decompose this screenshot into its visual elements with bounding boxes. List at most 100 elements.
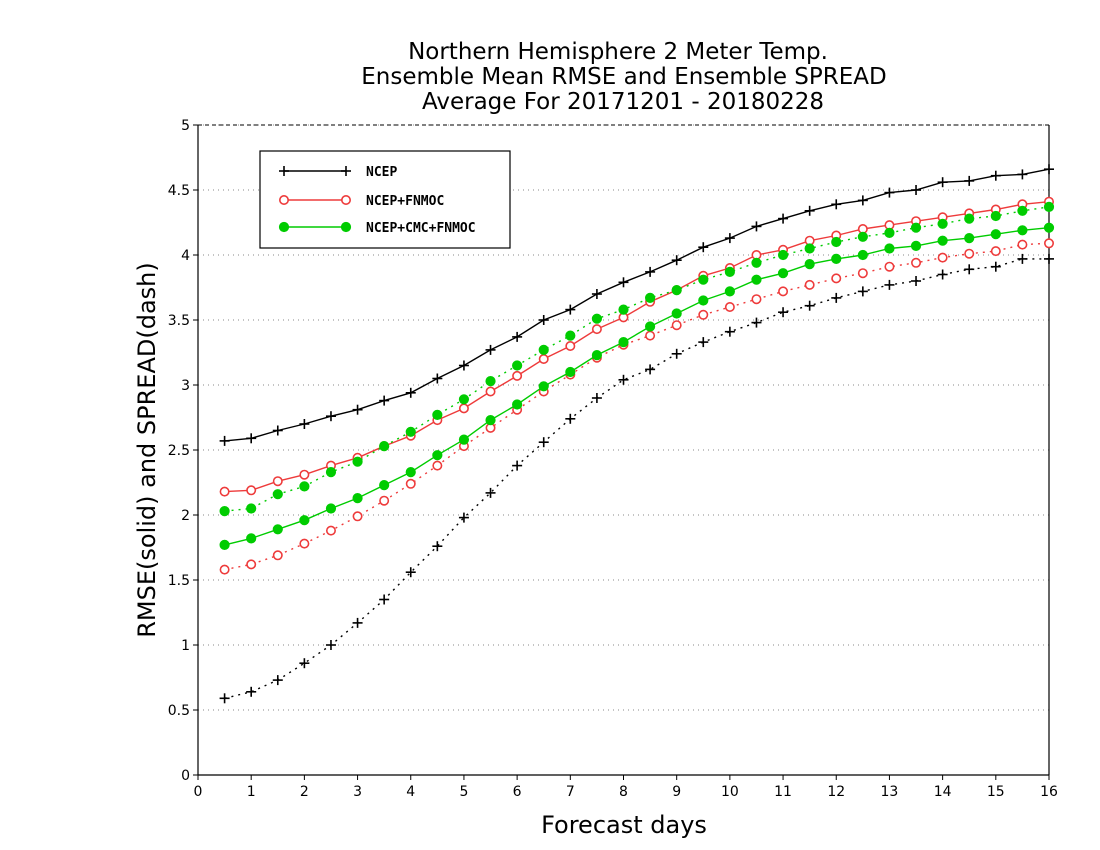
y-tick-label-0: 0 bbox=[181, 768, 190, 784]
series-ncep-cmc-fnmoc-spread-line bbox=[224, 206, 1050, 512]
point-ncep-fnmoc-spread-28 bbox=[964, 248, 975, 259]
point-ncep-cmc-fnmoc-spread-29 bbox=[990, 210, 1001, 222]
point-ncep-rmse-28 bbox=[964, 175, 975, 186]
point-ncep-cmc-fnmoc-spread-2 bbox=[272, 489, 283, 500]
point-ncep-rmse-21 bbox=[778, 213, 789, 224]
point-ncep-rmse-7 bbox=[405, 387, 416, 398]
point-ncep-fnmoc-spread-18 bbox=[698, 309, 709, 320]
point-ncep-fnmoc-spread-30 bbox=[1017, 239, 1028, 250]
point-ncep-cmc-fnmoc-spread-21 bbox=[777, 249, 789, 261]
x-tick-label-4: 4 bbox=[406, 784, 415, 800]
point-ncep-cmc-fnmoc-spread-14 bbox=[591, 313, 603, 324]
series-ncep-fnmoc-spread-line bbox=[224, 242, 1050, 571]
x-tick-label-16: 16 bbox=[1040, 784, 1058, 800]
x-tick-label-15: 15 bbox=[987, 784, 1005, 800]
point-ncep-rmse-2 bbox=[272, 425, 283, 436]
x-tick-label-7: 7 bbox=[566, 784, 575, 800]
point-ncep-cmc-fnmoc-rmse-2 bbox=[272, 524, 283, 535]
point-ncep-cmc-fnmoc-spread-3 bbox=[299, 481, 310, 492]
point-ncep-rmse-14 bbox=[591, 289, 602, 299]
point-ncep-cmc-fnmoc-rmse-3 bbox=[299, 515, 310, 526]
point-ncep-fnmoc-spread-3 bbox=[299, 538, 310, 549]
point-ncep-cmc-fnmoc-spread-19 bbox=[724, 266, 735, 277]
point-ncep-cmc-fnmoc-rmse-20 bbox=[751, 274, 762, 285]
point-ncep-fnmoc-spread-29 bbox=[990, 246, 1001, 257]
x-tick-label-10: 10 bbox=[721, 784, 739, 800]
point-ncep-cmc-fnmoc-spread-20 bbox=[751, 257, 762, 268]
point-ncep-spread-31 bbox=[1044, 253, 1054, 264]
point-ncep-rmse-23 bbox=[831, 199, 842, 210]
point-ncep-cmc-fnmoc-spread-16 bbox=[644, 292, 656, 303]
point-ncep-spread-3 bbox=[299, 658, 310, 669]
point-ncep-fnmoc-spread-23 bbox=[831, 273, 842, 284]
point-ncep-rmse-17 bbox=[671, 255, 682, 266]
point-ncep-cmc-fnmoc-rmse-29 bbox=[990, 229, 1001, 240]
series-ncep-cmc-fnmoc-rmse-line bbox=[224, 227, 1050, 546]
point-ncep-fnmoc-spread-16 bbox=[645, 330, 656, 341]
point-ncep-fnmoc-rmse-10 bbox=[485, 386, 496, 397]
point-ncep-spread-27 bbox=[937, 269, 948, 280]
point-ncep-cmc-fnmoc-spread-23 bbox=[831, 236, 842, 248]
point-ncep-rmse-1 bbox=[246, 433, 257, 444]
point-ncep-rmse-4 bbox=[325, 411, 336, 422]
point-ncep-cmc-fnmoc-rmse-15 bbox=[618, 337, 629, 348]
point-ncep-fnmoc-spread-7 bbox=[405, 478, 416, 489]
y-tick-label-2.5: 2.5 bbox=[168, 443, 190, 459]
tick-labels: 00.511.522.533.544.550 1 2 3 4 5 6 7 8 9 10 11 12 13 1… bbox=[168, 118, 1058, 800]
point-ncep-rmse-30 bbox=[1017, 169, 1028, 180]
point-ncep-cmc-fnmoc-rmse-16 bbox=[644, 321, 656, 332]
legend-label-ncep-fnmoc: NCEP+FNMOC bbox=[366, 194, 444, 209]
point-ncep-cmc-fnmoc-rmse-4 bbox=[325, 503, 337, 514]
point-ncep-fnmoc-spread-19 bbox=[724, 301, 735, 312]
point-ncep-spread-21 bbox=[778, 307, 789, 318]
legend-marker-right-ncep-cmc-fnmoc bbox=[340, 221, 352, 233]
point-ncep-spread-25 bbox=[884, 279, 895, 290]
x-tick-label-14: 14 bbox=[934, 784, 952, 800]
point-ncep-cmc-fnmoc-spread-9 bbox=[458, 394, 470, 405]
point-ncep-fnmoc-spread-20 bbox=[751, 294, 762, 305]
point-ncep-cmc-fnmoc-rmse-12 bbox=[538, 381, 549, 392]
point-ncep-cmc-fnmoc-spread-4 bbox=[325, 467, 337, 478]
point-ncep-fnmoc-rmse-14 bbox=[591, 324, 602, 335]
point-ncep-cmc-fnmoc-rmse-1 bbox=[246, 533, 257, 544]
point-ncep-cmc-fnmoc-spread-13 bbox=[565, 330, 576, 341]
y-tick-label-2: 2 bbox=[181, 508, 190, 524]
point-ncep-cmc-fnmoc-spread-8 bbox=[432, 409, 443, 420]
legend-label-ncep: NCEP bbox=[366, 165, 397, 180]
point-ncep-spread-5 bbox=[352, 617, 363, 628]
x-tick-label-9: 9 bbox=[672, 784, 681, 800]
point-ncep-cmc-fnmoc-rmse-0 bbox=[219, 539, 230, 551]
point-ncep-cmc-fnmoc-spread-7 bbox=[405, 426, 416, 437]
point-ncep-rmse-11 bbox=[512, 331, 523, 342]
point-ncep-fnmoc-rmse-0 bbox=[219, 486, 230, 497]
point-ncep-spread-1 bbox=[246, 686, 257, 697]
point-ncep-spread-15 bbox=[618, 374, 629, 385]
point-ncep-cmc-fnmoc-rmse-19 bbox=[724, 286, 735, 297]
point-ncep-rmse-26 bbox=[911, 185, 922, 195]
point-ncep-spread-29 bbox=[990, 261, 1001, 272]
point-ncep-cmc-fnmoc-rmse-18 bbox=[698, 295, 709, 306]
point-ncep-cmc-fnmoc-spread-5 bbox=[352, 456, 363, 467]
y-tick-label-1: 1 bbox=[181, 638, 190, 654]
point-ncep-cmc-fnmoc-spread-15 bbox=[618, 304, 629, 315]
x-tick-label-13: 13 bbox=[881, 784, 899, 800]
point-ncep-fnmoc-spread-27 bbox=[937, 252, 948, 263]
point-ncep-cmc-fnmoc-rmse-27 bbox=[937, 235, 948, 246]
legend-marker-left-ncep bbox=[279, 166, 289, 176]
point-ncep-spread-24 bbox=[857, 286, 868, 297]
point-ncep-rmse-3 bbox=[299, 419, 310, 429]
y-tick-label-4.5: 4.5 bbox=[168, 183, 190, 199]
point-ncep-fnmoc-rmse-2 bbox=[272, 476, 283, 487]
point-ncep-fnmoc-spread-0 bbox=[219, 564, 230, 575]
point-ncep-fnmoc-spread-26 bbox=[911, 257, 922, 268]
point-ncep-spread-8 bbox=[432, 541, 443, 552]
y-axis-label: RMSE(solid) and SPREAD(dash) bbox=[133, 262, 161, 638]
point-ncep-cmc-fnmoc-rmse-11 bbox=[512, 399, 523, 410]
series-ncep-spread-line bbox=[224, 258, 1049, 699]
point-ncep-fnmoc-spread-17 bbox=[671, 320, 682, 331]
point-ncep-spread-11 bbox=[512, 460, 523, 471]
legend-marker-left-ncep-fnmoc bbox=[278, 195, 289, 206]
point-ncep-cmc-fnmoc-spread-10 bbox=[485, 376, 496, 387]
point-ncep-spread-7 bbox=[405, 567, 416, 578]
